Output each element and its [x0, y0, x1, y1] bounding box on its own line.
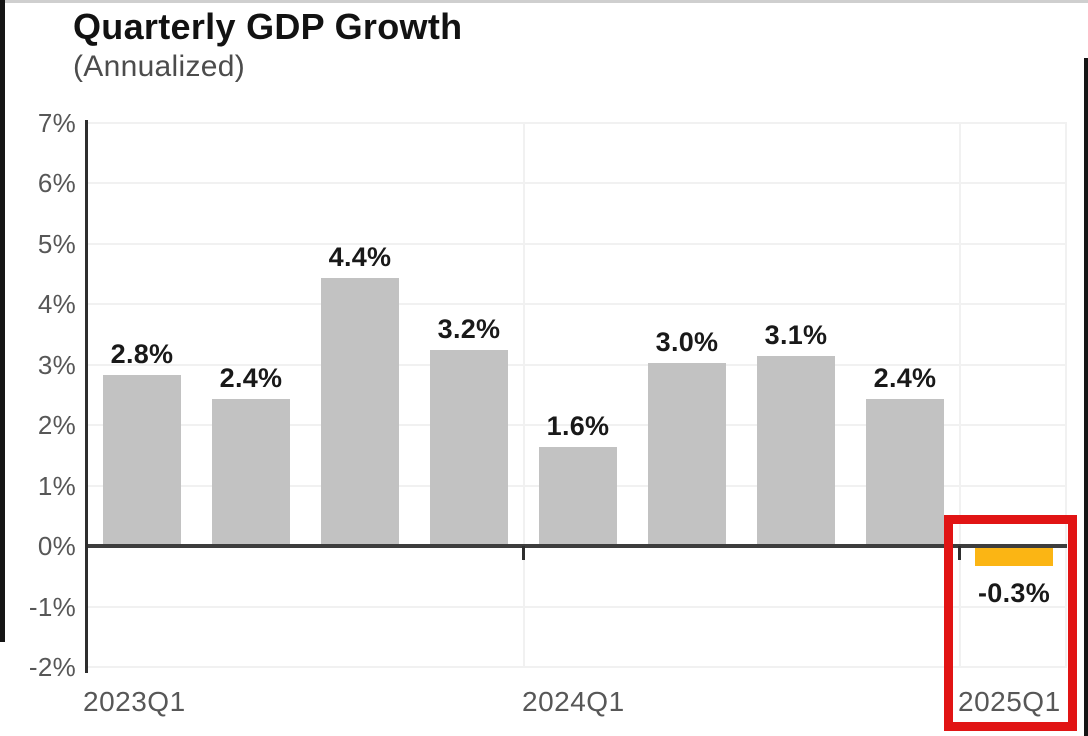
y-axis-tick-label: 2% [37, 410, 76, 440]
horizontal-gridline [85, 121, 1067, 124]
chart-title: Quarterly GDP Growth [73, 6, 463, 47]
screenshot-bottom-border [0, 0, 1088, 3]
chart-subtitle: (Annualized) [73, 50, 246, 83]
y-axis-tick-label: 0% [37, 531, 76, 561]
y-axis-tick-label: 1% [37, 470, 76, 501]
vertical-gridline [523, 122, 525, 667]
bar-2025Q1 [975, 548, 1053, 567]
y-axis-tick-label: 6% [37, 168, 76, 198]
bar-2024Q3 [757, 356, 835, 544]
bar-value-label-2025Q1: -0.3% [977, 578, 1051, 609]
bar-value-label-2024Q1: 1.6% [546, 411, 610, 442]
y-axis-tick-label: 7% [37, 107, 76, 138]
bar-2024Q4 [866, 398, 944, 544]
horizontal-gridline [85, 666, 1067, 668]
bar-2024Q1 [539, 447, 617, 544]
bar-value-label-2023Q4: 3.2% [437, 314, 501, 345]
y-axis-tick-label: 5% [37, 228, 76, 259]
vertical-gridline [959, 122, 961, 667]
bar-value-label-2023Q1: 2.8% [110, 338, 174, 369]
x-axis-label-2025Q1: 2025Q1 [958, 686, 1061, 717]
bar-value-label-2024Q3: 3.1% [764, 320, 828, 351]
horizontal-gridline [85, 182, 1067, 184]
horizontal-gridline [85, 303, 1067, 305]
y-axis-line [85, 120, 88, 673]
screenshot-right-border [1084, 58, 1088, 736]
y-axis-tick-label: -1% [28, 591, 76, 622]
horizontal-gridline [85, 242, 1067, 245]
bar-value-label-2024Q4: 2.4% [873, 362, 937, 393]
x-axis-label-2023Q1: 2023Q1 [83, 686, 186, 717]
x-axis-tick [958, 546, 961, 560]
bar-value-label-2024Q2: 3.0% [655, 326, 719, 357]
x-axis-tick [522, 546, 525, 560]
zero-baseline [85, 544, 1067, 548]
highlight-box [944, 515, 1077, 731]
y-axis-tick-label: -2% [28, 652, 76, 682]
horizontal-gridline [85, 363, 1067, 366]
bar-2024Q2 [648, 362, 726, 544]
bar-2023Q1 [103, 374, 181, 544]
horizontal-gridline [85, 424, 1067, 426]
bar-2023Q3 [321, 277, 399, 544]
bar-value-label-2023Q3: 4.4% [328, 241, 392, 272]
bar-2023Q2 [212, 398, 290, 544]
horizontal-gridline [85, 605, 1067, 608]
bar-2023Q4 [430, 350, 508, 544]
y-axis-tick-label: 4% [37, 289, 76, 319]
vertical-gridline [1065, 122, 1067, 667]
y-axis-tick-label: 3% [37, 349, 76, 380]
bar-value-label-2023Q2: 2.4% [219, 362, 283, 393]
x-axis-label-2024Q1: 2024Q1 [522, 686, 625, 717]
screenshot-left-border [0, 0, 5, 642]
